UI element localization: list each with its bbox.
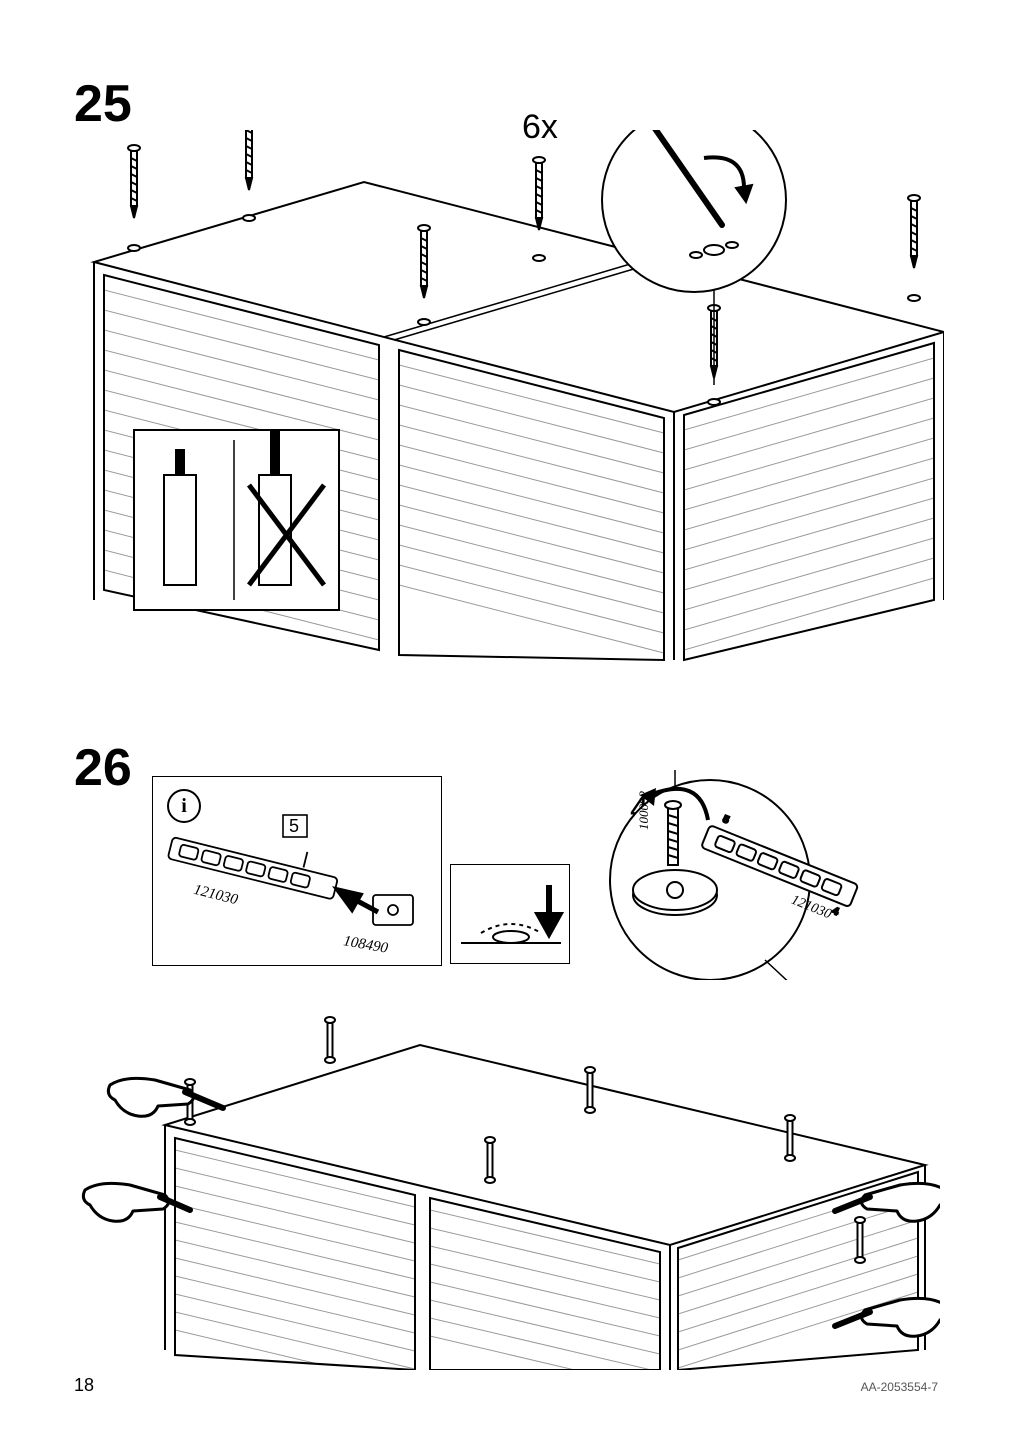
hole-setting-5: 5 (289, 816, 299, 837)
push-down-panel (450, 864, 570, 964)
page-number: 18 (74, 1375, 94, 1396)
detail-circle-26: 5 4 100092 121030 (580, 770, 870, 980)
illustration-step-26-main (70, 990, 940, 1370)
detail-part-screw: 100092 (636, 791, 652, 830)
document-id: AA-2053554-7 (861, 1380, 938, 1394)
illustration-step-25 (74, 130, 944, 690)
info-panel-26: i (152, 776, 442, 966)
step-number-26: 26 (74, 742, 132, 794)
step-number-25: 25 (74, 78, 132, 130)
page-footer: 18 AA-2053554-7 (74, 1375, 938, 1396)
